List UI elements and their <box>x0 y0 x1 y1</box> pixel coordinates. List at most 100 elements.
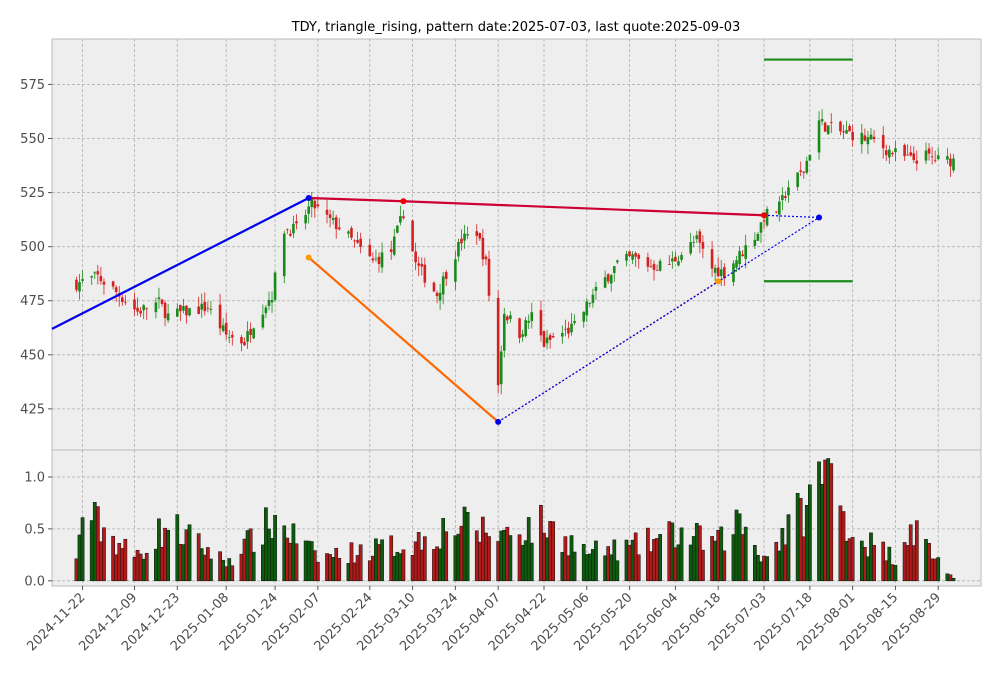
volume-bar <box>863 547 867 582</box>
candle-body <box>946 156 949 160</box>
volume-bar <box>288 542 293 582</box>
volume-bar <box>123 538 128 582</box>
volume-bar <box>474 530 479 582</box>
volume-bar <box>508 535 513 582</box>
candle-body <box>282 233 286 277</box>
candle-body <box>545 337 549 344</box>
candle-body <box>723 267 726 279</box>
volume-bar <box>670 522 675 582</box>
candle-body <box>585 301 589 316</box>
candle-body <box>133 299 136 310</box>
volume-bar <box>908 524 913 582</box>
candle-body <box>637 254 641 259</box>
volume-bar <box>441 518 446 582</box>
volume-bar <box>141 558 146 582</box>
volume-ytick-label: 0.0 <box>24 574 45 589</box>
volume-bar <box>102 527 106 582</box>
candle-body <box>163 302 167 319</box>
candles <box>75 109 955 395</box>
candle-body <box>350 228 353 238</box>
candle-body <box>240 337 243 344</box>
volume-bar <box>572 551 577 582</box>
volume-bar <box>743 526 748 582</box>
volume-bar <box>881 541 886 582</box>
volume-bar <box>581 543 586 582</box>
volume-bar <box>844 540 849 582</box>
volume-bar <box>346 563 351 582</box>
price-ytick-label: 425 <box>20 402 45 417</box>
candle-body <box>588 303 592 304</box>
volume-bar <box>248 528 253 582</box>
candle-body <box>518 318 521 339</box>
candle-body <box>310 197 314 207</box>
candle-body <box>224 322 228 335</box>
candle-body <box>414 251 417 263</box>
candle-body <box>200 303 204 310</box>
candle-body <box>616 260 619 263</box>
candle-body <box>499 351 503 385</box>
candle-body <box>671 258 674 262</box>
volume-bar <box>325 553 329 582</box>
volume-ytick-label: 0.5 <box>24 522 45 537</box>
volume-bar <box>230 565 235 582</box>
volume-bar <box>777 550 782 582</box>
volume-bar <box>462 506 467 582</box>
volume-bar <box>612 539 617 582</box>
volume-bar <box>731 534 736 582</box>
volume-bar <box>615 560 620 582</box>
volume-bar <box>884 560 889 582</box>
candle-body <box>936 155 940 159</box>
candle-body <box>337 227 341 230</box>
volume-bar <box>438 548 442 582</box>
volume-bar <box>756 554 760 582</box>
candle-body <box>243 341 246 346</box>
volume-bar <box>890 564 895 582</box>
candle-body <box>674 256 677 262</box>
candle-body <box>881 135 885 149</box>
volume-bar <box>762 555 766 582</box>
volume-bar <box>309 541 314 582</box>
volume-bar <box>264 507 268 582</box>
volume-bar <box>542 532 546 582</box>
pattern-marker <box>305 194 312 201</box>
volume-bar <box>801 536 806 582</box>
candle-body <box>594 286 598 291</box>
candle-body <box>289 233 292 236</box>
candle-body <box>677 261 680 266</box>
candle-body <box>927 148 931 154</box>
candle-body <box>111 281 115 287</box>
candle-body <box>591 294 595 304</box>
candle-body <box>227 337 231 338</box>
volume-bar <box>349 542 354 582</box>
candle-body <box>933 159 937 161</box>
candle-body <box>157 297 161 300</box>
volume-bar <box>872 545 876 582</box>
pattern-line <box>307 256 499 423</box>
candle-body <box>313 200 317 209</box>
volume-bar <box>377 544 381 582</box>
candle-body <box>417 263 421 266</box>
candle-body <box>509 315 512 320</box>
candle-body <box>655 270 659 271</box>
volume-bar <box>331 557 335 582</box>
candle-body <box>441 276 445 295</box>
candle-body <box>692 242 696 243</box>
volume-bar <box>633 532 638 582</box>
candle-body <box>667 264 671 265</box>
candle-body <box>399 216 402 223</box>
candle-body <box>891 153 894 155</box>
volume-bar <box>945 573 950 582</box>
volume-bar <box>398 553 403 582</box>
candle-body <box>906 154 909 156</box>
volume-bar <box>267 528 271 582</box>
volume-bar <box>371 555 375 582</box>
volume-bar <box>887 546 892 582</box>
price-ytick-label: 575 <box>20 78 45 93</box>
volume-bar <box>841 511 846 582</box>
candle-body <box>548 335 552 340</box>
candle-body <box>380 252 384 268</box>
candle-body <box>75 279 78 290</box>
candle-body <box>270 299 274 303</box>
pattern-marker <box>715 278 722 285</box>
volume-bar <box>487 536 491 582</box>
